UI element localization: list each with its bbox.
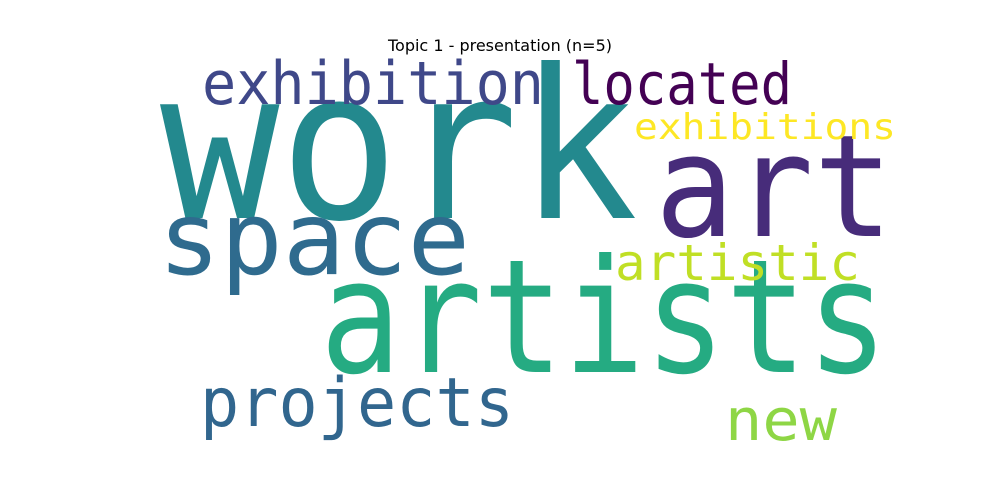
word-space: space: [158, 180, 470, 299]
word-artists: artists: [320, 226, 888, 410]
word-art: art: [655, 105, 893, 270]
word-projects: projects: [200, 364, 514, 443]
word-located: located: [572, 50, 792, 118]
word-exhibition: exhibition: [202, 49, 544, 119]
word-artistic: artistic: [615, 234, 860, 292]
word-exhibitions: exhibitions: [634, 107, 896, 148]
chart-title: Topic 1 - presentation (n=5): [387, 36, 613, 55]
word-work: work: [160, 26, 638, 268]
word-new: new: [725, 386, 837, 454]
